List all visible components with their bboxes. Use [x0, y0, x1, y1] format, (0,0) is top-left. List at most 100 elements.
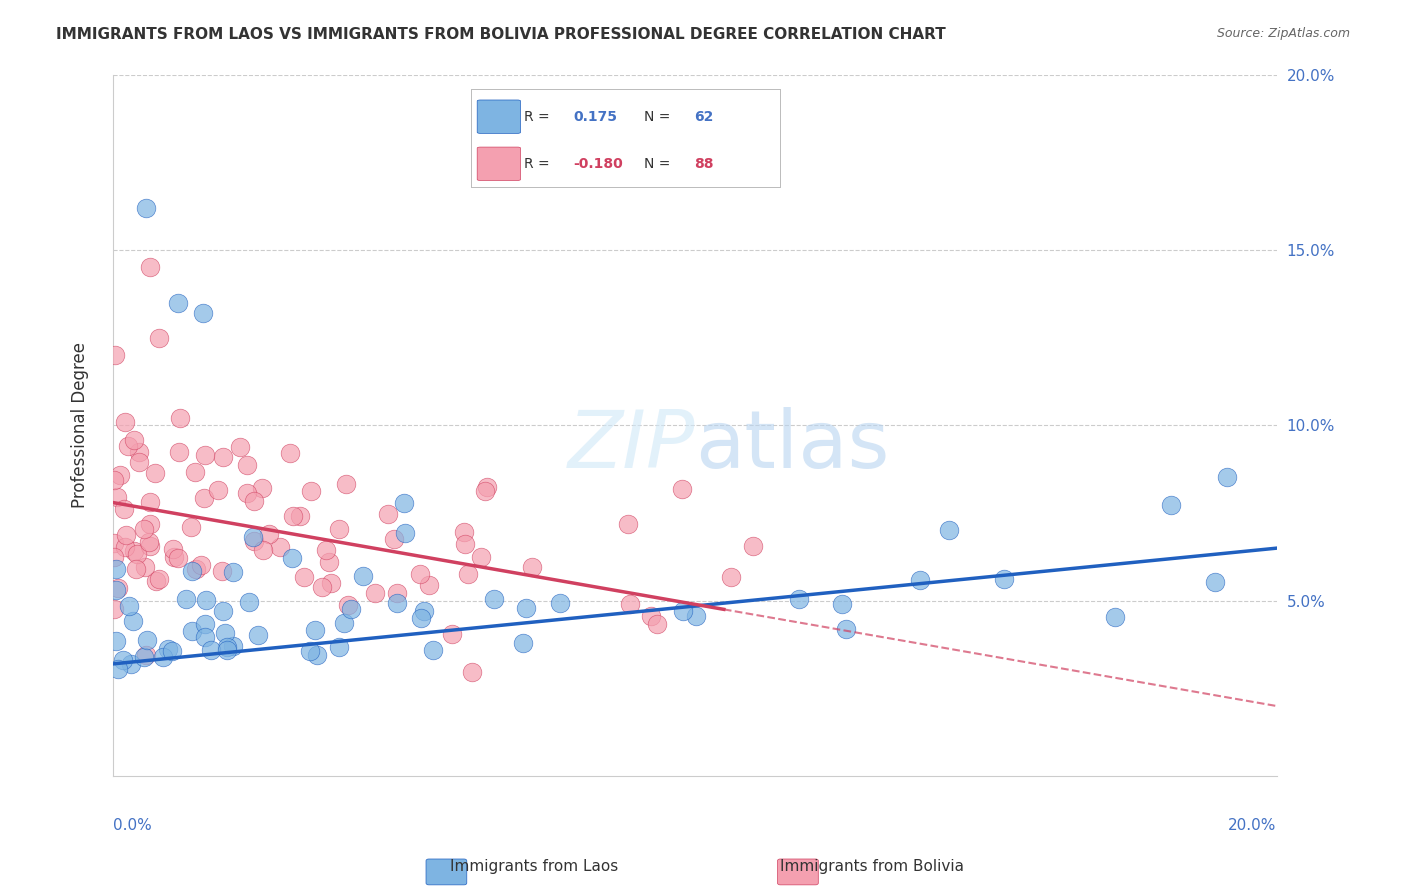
Text: IMMIGRANTS FROM LAOS VS IMMIGRANTS FROM BOLIVIA PROFESSIONAL DEGREE CORRELATION : IMMIGRANTS FROM LAOS VS IMMIGRANTS FROM … — [56, 27, 946, 42]
Bolivia — [180, 520, 202, 534]
Bolivia — [143, 466, 166, 480]
Text: R =: R = — [523, 157, 550, 170]
Bolivia — [103, 536, 125, 550]
Laos — [993, 573, 1015, 587]
Bolivia — [166, 551, 188, 566]
Text: 20.0%: 20.0% — [1229, 818, 1277, 833]
Bolivia — [115, 528, 138, 542]
Bolivia — [169, 410, 191, 425]
Laos — [333, 616, 356, 631]
Bolivia — [145, 574, 167, 588]
Laos — [422, 643, 444, 657]
Laos — [191, 306, 214, 320]
Bolivia — [377, 508, 399, 522]
Laos — [482, 591, 505, 606]
Laos — [307, 648, 329, 663]
Laos — [298, 644, 321, 658]
Bolivia — [125, 547, 148, 561]
Bolivia — [281, 509, 304, 524]
Laos — [212, 604, 235, 618]
Bolivia — [617, 516, 640, 531]
Bolivia — [114, 541, 136, 555]
Bolivia — [742, 540, 765, 554]
Bolivia — [103, 473, 125, 487]
Bolivia — [243, 493, 266, 508]
Text: -0.180: -0.180 — [574, 157, 623, 170]
Laos — [132, 650, 155, 665]
Laos — [512, 636, 534, 650]
Laos — [409, 611, 432, 625]
Bolivia — [139, 517, 162, 532]
Laos — [121, 614, 143, 628]
Bolivia — [269, 540, 291, 554]
Laos — [1215, 470, 1237, 484]
Bolivia — [290, 509, 312, 524]
Text: 88: 88 — [693, 157, 713, 170]
Laos — [136, 633, 159, 648]
Bolivia — [139, 539, 162, 553]
Bolivia — [461, 665, 484, 679]
FancyBboxPatch shape — [477, 147, 520, 180]
Laos — [242, 531, 264, 545]
Bolivia — [409, 566, 432, 581]
Laos — [340, 602, 363, 616]
Bolivia — [138, 535, 160, 549]
Laos — [135, 201, 157, 215]
Laos — [328, 640, 350, 654]
Laos — [194, 616, 217, 631]
Bolivia — [236, 486, 259, 500]
Laos — [111, 653, 134, 667]
Laos — [910, 573, 932, 587]
Laos — [787, 592, 810, 607]
Laos — [152, 650, 174, 665]
Bolivia — [311, 580, 333, 594]
Bolivia — [132, 522, 155, 536]
Bolivia — [104, 348, 127, 362]
Bolivia — [292, 570, 315, 584]
Bolivia — [103, 602, 125, 616]
Bolivia — [124, 543, 146, 558]
Laos — [214, 626, 236, 640]
Bolivia — [252, 542, 274, 557]
Bolivia — [190, 558, 212, 572]
Bolivia — [243, 533, 266, 548]
Bolivia — [128, 454, 150, 468]
Text: 0.0%: 0.0% — [112, 818, 152, 833]
Bolivia — [385, 586, 408, 600]
Bolivia — [457, 567, 479, 582]
Bolivia — [454, 536, 477, 550]
Laos — [1104, 610, 1126, 624]
Laos — [156, 641, 179, 656]
Bolivia — [105, 490, 128, 504]
Laos — [385, 596, 408, 610]
Laos — [222, 566, 245, 580]
Laos — [515, 600, 537, 615]
Bolivia — [474, 483, 496, 498]
Bolivia — [148, 331, 170, 345]
Laos — [118, 599, 141, 613]
Bolivia — [671, 482, 693, 496]
Text: N =: N = — [644, 157, 671, 170]
Bolivia — [257, 526, 280, 541]
Text: R =: R = — [523, 110, 550, 124]
Laos — [548, 596, 571, 610]
Bolivia — [315, 543, 337, 558]
Bolivia — [103, 549, 125, 564]
Laos — [160, 643, 183, 657]
Laos — [938, 523, 960, 537]
Text: Source: ZipAtlas.com: Source: ZipAtlas.com — [1216, 27, 1350, 40]
Bolivia — [229, 441, 252, 455]
Bolivia — [163, 549, 186, 564]
Bolivia — [453, 525, 475, 540]
Text: atlas: atlas — [695, 408, 889, 485]
Laos — [685, 608, 707, 623]
Laos — [835, 622, 858, 636]
Laos — [195, 592, 218, 607]
Text: Immigrants from Bolivia: Immigrants from Bolivia — [780, 859, 963, 874]
Laos — [246, 627, 269, 641]
Laos — [394, 526, 416, 541]
Bolivia — [134, 560, 156, 574]
Bolivia — [640, 609, 662, 624]
Laos — [174, 592, 197, 607]
Bolivia — [364, 586, 387, 600]
